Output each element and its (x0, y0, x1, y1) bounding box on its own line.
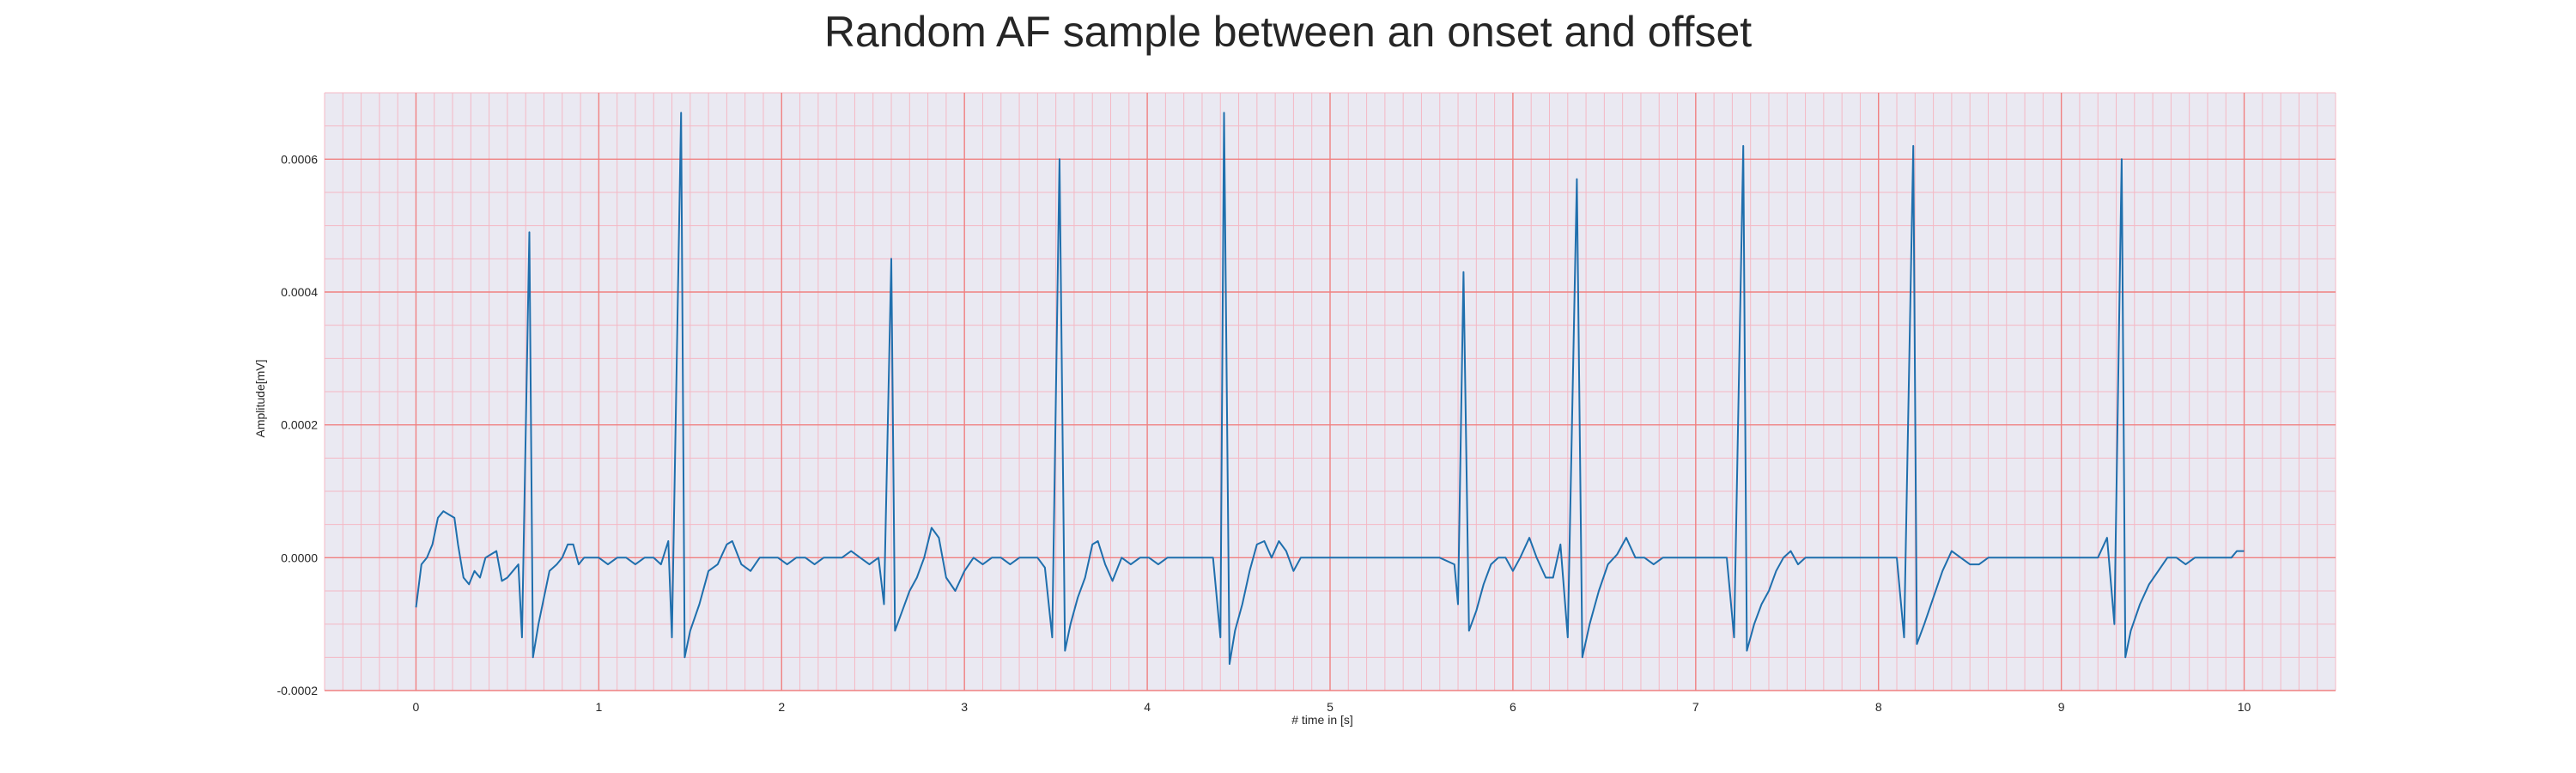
y-axis-label: Amplitude[mV] (253, 359, 267, 437)
minor-grid (324, 92, 2336, 691)
y-axis-ticks: -0.0002 0.0000 0.0002 0.0004 0.0006 (277, 152, 319, 697)
y-tick-label: 0.0006 (281, 152, 318, 166)
y-tick-label: 0.0002 (281, 418, 318, 432)
x-tick-label: 8 (1875, 700, 1882, 714)
series-line (415, 112, 2245, 666)
x-tick-label: 2 (778, 700, 785, 714)
x-tick-label: 5 (1327, 700, 1334, 714)
x-tick-label: 1 (595, 700, 602, 714)
x-tick-label: 0 (413, 700, 420, 714)
x-tick-label: 3 (961, 700, 968, 714)
chart-title: Random AF sample between an onset and of… (824, 8, 1752, 56)
x-tick-label: 6 (1510, 700, 1516, 714)
major-grid (325, 93, 2336, 691)
x-tick-label: 10 (2238, 700, 2251, 714)
x-tick-label: 7 (1692, 700, 1699, 714)
y-tick-label: 0.0000 (281, 551, 318, 564)
x-tick-label: 9 (2058, 700, 2065, 714)
y-tick-label: 0.0004 (281, 285, 318, 299)
x-axis-label: # time in [s] (1291, 713, 1353, 727)
x-axis-ticks: 0 1 2 3 4 5 6 7 8 9 10 (413, 700, 2251, 714)
x-tick-label: 4 (1144, 700, 1151, 714)
y-tick-label: -0.0002 (277, 684, 319, 697)
